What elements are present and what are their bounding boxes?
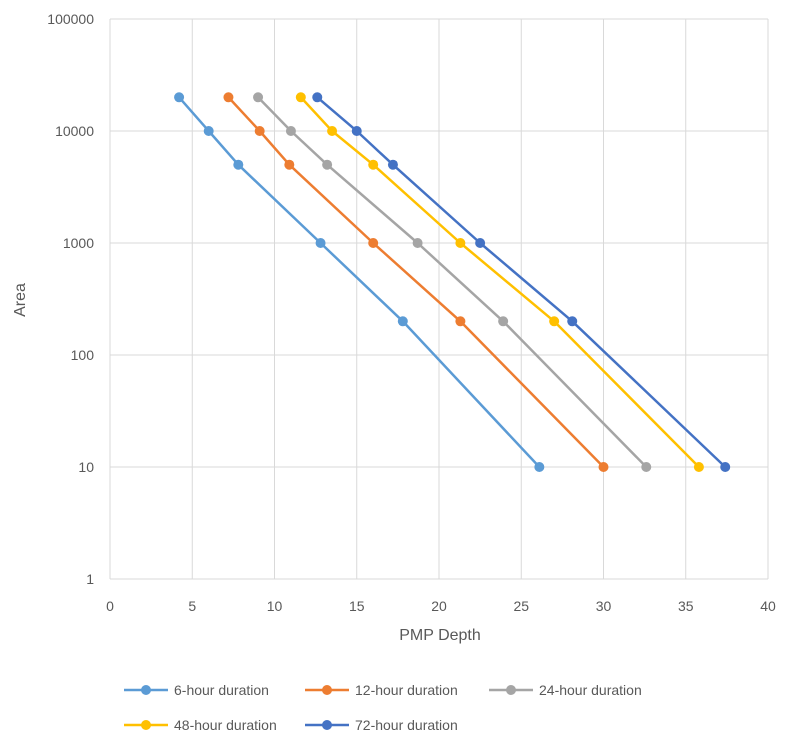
legend-item: 24-hour duration <box>489 682 642 698</box>
x-tick-label: 5 <box>188 598 196 614</box>
legend-label: 72-hour duration <box>355 717 458 733</box>
data-point <box>322 159 333 170</box>
legend-label: 12-hour duration <box>355 682 458 698</box>
series-4 <box>295 92 704 472</box>
data-point <box>284 159 295 170</box>
data-point <box>387 159 398 170</box>
data-point <box>351 126 362 136</box>
data-point <box>315 238 326 248</box>
y-tick-labels: 1 10 100 1000 10000 100000 <box>47 11 94 587</box>
legend: 6-hour duration 12-hour duration 24-hour d… <box>124 682 642 733</box>
data-point <box>498 316 509 327</box>
data-point <box>174 92 185 103</box>
x-tick-label: 20 <box>431 598 447 614</box>
data-point <box>368 238 379 248</box>
legend-item: 72-hour duration <box>305 717 458 733</box>
data-point <box>327 126 338 136</box>
data-point <box>412 238 423 248</box>
legend-swatch-marker <box>141 720 151 730</box>
y-tick-label: 10000 <box>55 123 94 139</box>
data-point <box>295 92 306 103</box>
data-point <box>368 159 379 170</box>
data-point <box>253 92 264 103</box>
legend-swatch-marker <box>322 720 332 730</box>
legend-label: 48-hour duration <box>174 717 277 733</box>
data-point <box>397 316 408 327</box>
data-point <box>254 126 265 136</box>
data-point <box>720 462 731 472</box>
x-tick-label: 10 <box>267 598 283 614</box>
series-line <box>227 96 605 468</box>
legend-swatch-marker <box>322 685 332 695</box>
legend-label: 24-hour duration <box>539 682 642 698</box>
data-point <box>598 462 609 472</box>
series-1 <box>174 92 545 472</box>
x-tick-label: 30 <box>596 598 612 614</box>
legend-swatch-marker <box>506 685 516 695</box>
series-line <box>299 96 700 468</box>
data-point <box>567 316 578 327</box>
y-axis-title: Area <box>12 283 29 317</box>
data-point <box>203 126 214 136</box>
data-point <box>641 462 652 472</box>
data-point <box>223 92 234 103</box>
data-point <box>549 316 560 327</box>
x-tick-label: 15 <box>349 598 365 614</box>
series-line <box>257 96 648 468</box>
y-tick-label: 100000 <box>47 11 94 27</box>
data-point <box>693 462 704 472</box>
series-line <box>316 96 727 468</box>
y-tick-label: 10 <box>78 459 94 475</box>
legend-swatch-marker <box>141 685 151 695</box>
legend-label: 6-hour duration <box>174 682 269 698</box>
legend-item: 6-hour duration <box>124 682 269 698</box>
data-point <box>455 316 466 327</box>
data-point <box>233 159 244 170</box>
grid <box>109 18 769 580</box>
legend-item: 12-hour duration <box>305 682 458 698</box>
y-tick-label: 1 <box>86 571 94 587</box>
y-tick-label: 100 <box>71 347 95 363</box>
legend-item: 48-hour duration <box>124 717 277 733</box>
x-axis-title: PMP Depth <box>399 627 481 644</box>
y-tick-label: 1000 <box>63 235 94 251</box>
data-point <box>534 462 545 472</box>
data-point <box>475 238 486 248</box>
x-tick-label: 0 <box>106 598 114 614</box>
x-tick-label: 40 <box>760 598 776 614</box>
series-5 <box>312 92 731 472</box>
x-tick-labels: 0 5 10 15 20 25 30 35 40 <box>106 598 776 614</box>
x-tick-label: 35 <box>678 598 694 614</box>
series-group <box>174 92 731 472</box>
series-line <box>178 96 541 468</box>
x-tick-label: 25 <box>513 598 529 614</box>
data-point <box>312 92 323 103</box>
data-point <box>455 238 466 248</box>
data-point <box>285 126 296 136</box>
series-3 <box>253 92 652 472</box>
series-2 <box>223 92 609 472</box>
